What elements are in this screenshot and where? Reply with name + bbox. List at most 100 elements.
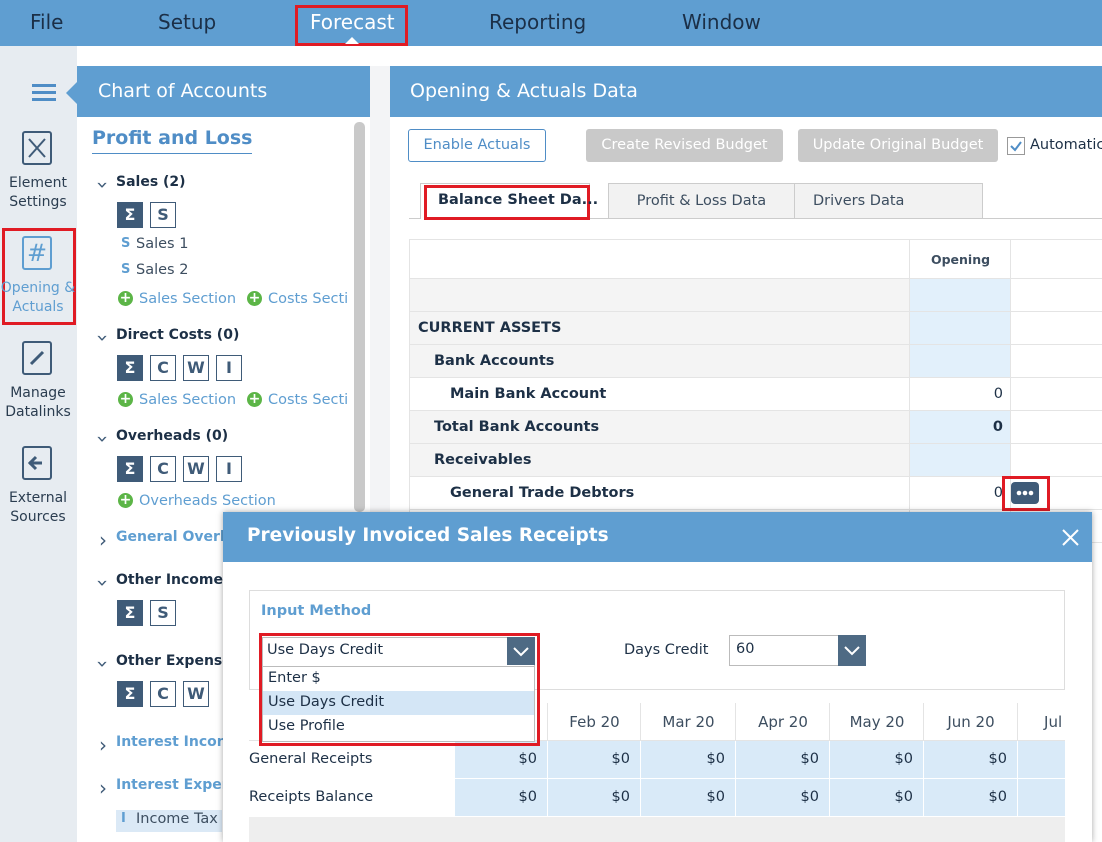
chevron[interactable]: ›: [91, 435, 115, 443]
more-button[interactable]: [1011, 482, 1039, 504]
type-icon[interactable]: W: [183, 355, 209, 381]
dropdown-value[interactable]: Use Days Credit: [267, 642, 384, 658]
menu-item[interactable]: File: [30, 10, 64, 34]
dropdown-arrow[interactable]: [507, 637, 535, 665]
chevron[interactable]: ›: [91, 334, 115, 342]
cell-value[interactable]: $0: [706, 751, 725, 767]
chevron[interactable]: ›: [99, 733, 107, 757]
chevron[interactable]: ›: [99, 528, 107, 552]
chevron[interactable]: ›: [91, 579, 115, 587]
sidebar-item[interactable]: External Sources: [8, 490, 68, 525]
group-label[interactable]: Other Income: [116, 572, 224, 588]
sidebar-item[interactable]: Manage Datalinks: [5, 385, 71, 420]
type-icon[interactable]: I: [216, 456, 242, 482]
cell-value[interactable]: $0: [988, 751, 1007, 767]
button[interactable]: Enable Actuals: [408, 129, 546, 162]
item-prefix: S: [121, 262, 131, 277]
type-icon[interactable]: S: [150, 600, 176, 626]
sidebar: [0, 46, 77, 842]
group-label[interactable]: General Overh: [116, 529, 230, 545]
type-icon[interactable]: C: [150, 456, 176, 482]
option[interactable]: Enter $: [268, 670, 321, 686]
highlight: [295, 5, 408, 46]
option[interactable]: Use Profile: [268, 718, 345, 734]
link-label[interactable]: Sales Section: [139, 392, 237, 408]
button[interactable]: Create Revised Budget: [586, 129, 783, 162]
dropdown[interactable]: [262, 637, 535, 742]
cell-value[interactable]: $0: [988, 789, 1007, 805]
add-link[interactable]: + Sales Section: [118, 291, 236, 307]
cell: [548, 741, 641, 779]
type-icon[interactable]: W: [183, 681, 209, 707]
menu-item[interactable]: Reporting: [489, 10, 587, 34]
type-icon[interactable]: Σ: [117, 600, 143, 626]
option[interactable]: Use Days Credit: [268, 694, 385, 710]
cell: [910, 240, 1011, 279]
cell-value[interactable]: $0: [894, 751, 913, 767]
cell-value[interactable]: $0: [800, 789, 819, 805]
cell-value[interactable]: $0: [800, 751, 819, 767]
plus-icon: +: [118, 290, 133, 306]
item-label[interactable]: Income Tax: [136, 811, 218, 827]
checkbox[interactable]: [1007, 137, 1025, 155]
link-label[interactable]: Sales Section: [139, 291, 237, 307]
data-table: Opening CURRENT ASSETS Bank Accounts Main B…: [409, 239, 1102, 543]
group-label[interactable]: Interest Exper: [116, 777, 229, 793]
chevron[interactable]: ›: [91, 660, 115, 668]
chevron[interactable]: ›: [91, 181, 115, 189]
add-link[interactable]: + Sales Section: [118, 392, 236, 408]
type-icon[interactable]: C: [150, 681, 176, 707]
cell: [410, 411, 910, 444]
menu-item[interactable]: Forecast: [310, 10, 395, 34]
row-label: Bank Accounts: [434, 353, 555, 369]
tab[interactable]: Drivers Data: [794, 183, 983, 219]
add-link[interactable]: + Costs Secti: [247, 291, 348, 307]
type-icon[interactable]: C: [150, 355, 176, 381]
group-label[interactable]: Interest Incon: [116, 734, 227, 750]
type-icon[interactable]: S: [150, 202, 176, 228]
sidebar-item[interactable]: Opening & Actuals: [0, 280, 76, 315]
link-label[interactable]: Costs Secti: [268, 291, 348, 307]
tab[interactable]: Profit & Loss Data: [608, 183, 795, 219]
group-label[interactable]: Other Expense: [116, 653, 232, 669]
group-label[interactable]: Sales (2): [116, 174, 186, 190]
cell-value[interactable]: $0: [611, 751, 630, 767]
cell: [455, 779, 548, 817]
add-link[interactable]: + Overheads Section: [118, 493, 276, 509]
type-icon[interactable]: I: [216, 355, 242, 381]
cell-value[interactable]: $0: [518, 789, 537, 805]
menu-item[interactable]: Setup: [158, 10, 217, 34]
dropdown-arrow[interactable]: [838, 635, 866, 666]
hash-icon: #: [22, 236, 52, 270]
add-link[interactable]: + Costs Secti: [247, 392, 348, 408]
cell-value[interactable]: $0: [518, 751, 537, 767]
cell-value[interactable]: $0: [894, 789, 913, 805]
link-label[interactable]: Overheads Section: [139, 493, 276, 509]
sidebar-item[interactable]: Element Settings: [9, 175, 67, 210]
cell: [641, 741, 736, 779]
group-label[interactable]: Overheads (0): [116, 428, 229, 444]
type-icon[interactable]: W: [183, 456, 209, 482]
close-button[interactable]: [1062, 529, 1079, 546]
type-icon[interactable]: Σ: [117, 681, 143, 707]
type-icon[interactable]: Σ: [117, 355, 143, 381]
chevron[interactable]: ›: [99, 776, 107, 800]
type-icon[interactable]: Σ: [117, 456, 143, 482]
tab[interactable]: [420, 183, 590, 219]
cell-value[interactable]: $0: [706, 789, 725, 805]
input-value[interactable]: 60: [736, 641, 755, 657]
item-label[interactable]: Sales 2: [136, 262, 189, 278]
button[interactable]: Update Original Budget: [798, 129, 998, 162]
panel-title: Opening & Actuals Data: [410, 80, 638, 102]
menu-item[interactable]: Window: [682, 10, 761, 34]
tab-label[interactable]: Balance Sheet Da...: [438, 192, 599, 208]
link-label[interactable]: Costs Secti: [268, 392, 348, 408]
item-label[interactable]: Sales 1: [136, 236, 189, 252]
cell-value[interactable]: $0: [611, 789, 630, 805]
group-label[interactable]: Direct Costs (0): [116, 327, 240, 343]
type-icon[interactable]: Σ: [117, 202, 143, 228]
cell: [924, 703, 1018, 741]
hamburger[interactable]: [32, 82, 77, 106]
caret: [345, 37, 359, 44]
field-label: Input Method: [261, 603, 372, 619]
